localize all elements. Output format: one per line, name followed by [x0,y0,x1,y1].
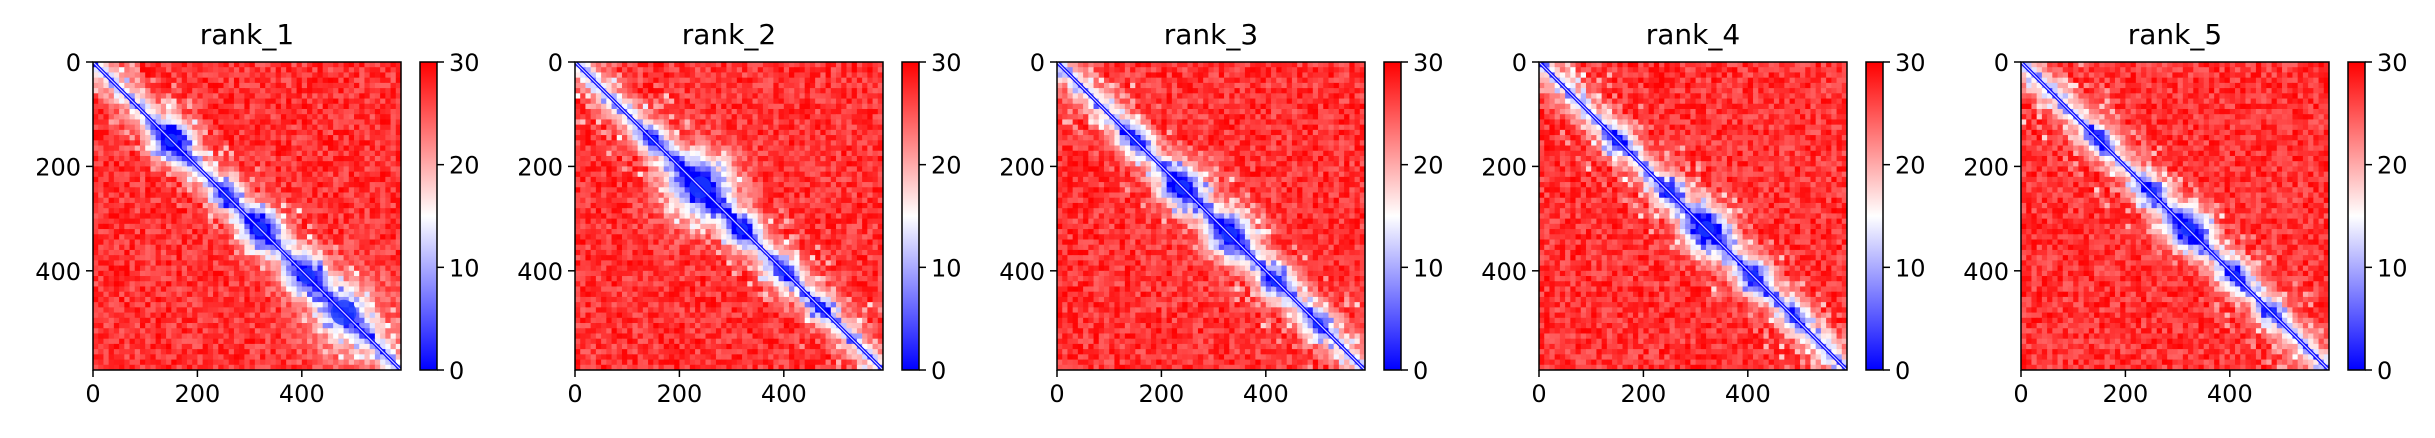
heatmap-panel-2: rank_2 0 200 400 0 200 400 0 10 20 30 [517,18,961,408]
plot-frame [92,61,402,371]
colorbar-tick-label: 20 [449,152,480,180]
y-tick-label: 0 [1994,49,2009,77]
colorbar-tick-label: 10 [449,254,480,282]
heatmap-panel-5: rank_5 0 200 400 0 200 400 0 10 20 30 [1963,18,2407,408]
x-tick-label: 400 [761,380,807,408]
panel-title: rank_5 [2128,18,2222,51]
y-tick-label: 400 [1481,258,1527,286]
x-tick-label: 200 [1139,380,1185,408]
plot-frame [574,61,884,371]
colorbar-gradient [1866,62,1883,370]
y-tick-label: 0 [548,49,563,77]
panel-title: rank_3 [1164,18,1258,51]
colorbar-tick-label: 20 [1413,152,1444,180]
y-tick-label: 0 [1030,49,1045,77]
heatmap-cells [2021,62,2329,370]
colorbar-tick-label: 0 [1895,357,1910,385]
colorbar-tick-label: 30 [931,49,962,77]
colorbar: 0 10 20 30 [1865,49,1926,385]
y-tick-label: 400 [35,258,81,286]
colorbar: 0 10 20 30 [2347,49,2408,385]
colorbar-tick-label: 20 [1895,152,1926,180]
colorbar-tick-label: 20 [931,152,962,180]
x-tick-label: 200 [2103,380,2149,408]
colorbar-frame [419,61,438,371]
colorbar-tick-label: 0 [2377,357,2392,385]
x-tick-label: 200 [1621,380,1667,408]
colorbar-tick-label: 10 [931,254,962,282]
colorbar-frame [1865,61,1884,371]
heatmap-cells [575,62,883,370]
x-tick-label: 0 [2013,380,2028,408]
heatmap-cells [1539,62,1847,370]
colorbar-frame [1383,61,1402,371]
colorbar-tick-label: 10 [1413,254,1444,282]
colorbar-tick-label: 30 [2377,49,2408,77]
colorbar: 0 10 20 30 [1383,49,1444,385]
x-tick-label: 0 [85,380,100,408]
y-tick-label: 200 [35,153,81,181]
y-tick-label: 200 [517,153,563,181]
colorbar-gradient [902,62,919,370]
y-tick-label: 0 [66,49,81,77]
colorbar-tick-label: 0 [1413,357,1428,385]
x-tick-label: 0 [1531,380,1546,408]
panel-title: rank_2 [682,18,776,51]
heatmap-panel-3: rank_3 0 200 400 0 200 400 0 10 20 30 [999,18,1443,408]
colorbar-gradient [1384,62,1401,370]
colorbar-frame [2347,61,2366,371]
plot-frame [2020,61,2330,371]
heatmap-cells [93,62,401,370]
x-tick-label: 200 [175,380,221,408]
x-tick-label: 200 [657,380,703,408]
y-tick-label: 200 [999,153,1045,181]
x-tick-label: 0 [567,380,582,408]
colorbar-gradient [420,62,437,370]
y-tick-label: 400 [517,258,563,286]
x-tick-label: 400 [2207,380,2253,408]
plot-frame [1538,61,1848,371]
colorbar-gradient [2348,62,2365,370]
x-tick-label: 400 [1243,380,1289,408]
colorbar-tick-label: 0 [931,357,946,385]
panel-title: rank_4 [1646,18,1740,51]
colorbar-frame [901,61,920,371]
heatmap-panel-4: rank_4 0 200 400 0 200 400 0 10 20 30 [1481,18,1925,408]
y-tick-label: 400 [1963,258,2009,286]
y-tick-label: 0 [1512,49,1527,77]
colorbar: 0 10 20 30 [419,49,480,385]
colorbar-tick-label: 10 [2377,254,2408,282]
colorbar-tick-label: 0 [449,357,464,385]
heatmap-cells [1057,62,1365,370]
colorbar-tick-label: 20 [2377,152,2408,180]
colorbar-tick-label: 30 [1413,49,1444,77]
x-tick-label: 400 [279,380,325,408]
colorbar-tick-label: 30 [449,49,480,77]
x-tick-label: 0 [1049,380,1064,408]
colorbar: 0 10 20 30 [901,49,962,385]
y-tick-label: 200 [1481,153,1527,181]
plot-frame [1056,61,1366,371]
y-tick-label: 400 [999,258,1045,286]
x-tick-label: 400 [1725,380,1771,408]
panel-title: rank_1 [200,18,294,51]
colorbar-tick-label: 10 [1895,254,1926,282]
heatmap-panel-1: rank_1 0 200 400 0 200 400 0 10 20 30 [35,18,479,408]
colorbar-tick-label: 30 [1895,49,1926,77]
y-tick-label: 200 [1963,153,2009,181]
